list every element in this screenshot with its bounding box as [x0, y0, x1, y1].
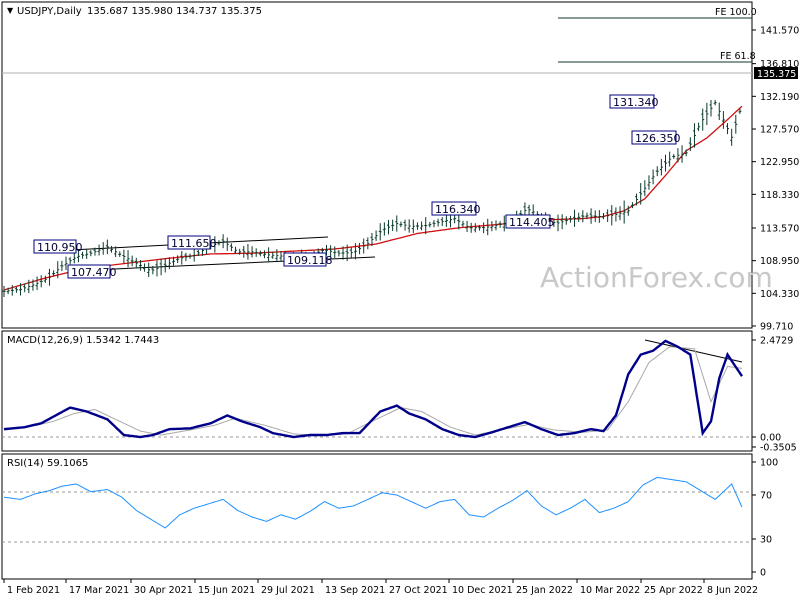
price-tick-label: 99.710 [760, 322, 793, 333]
price-tick-label: 136.810 [760, 59, 799, 70]
price-tick-label: 122.950 [760, 157, 799, 168]
annotation-110950: 110.950 [33, 239, 83, 254]
svg-text:107.470: 107.470 [71, 266, 117, 279]
date-tick-label: 15 Jun 2021 [198, 585, 255, 596]
price-tick-label: 118.330 [760, 190, 799, 201]
annotation-107470: 107.470 [67, 264, 117, 279]
price-panel [1, 1, 753, 329]
macd-line [3, 339, 743, 439]
svg-text:109.118: 109.118 [287, 254, 333, 267]
price-tick-label: 104.330 [760, 289, 799, 300]
date-tick-label: 25 Apr 2022 [644, 585, 703, 596]
annotation-109118: 109.118 [283, 252, 333, 267]
price-bars [2, 99, 742, 298]
date-tick-label: 8 Jun 2022 [707, 585, 758, 596]
macd-y-axis: 2.4729 0.00-0.3505 [752, 336, 797, 454]
macd-tick-label: -0.3505 [760, 443, 797, 454]
svg-text:116.340: 116.340 [435, 203, 481, 216]
current-price-tag: 135.375 [754, 67, 798, 80]
ma-line [3, 105, 743, 291]
price-tick-label: 141.570 [760, 26, 799, 37]
rsi-tick-label: 70 [760, 491, 772, 502]
date-tick-label: 13 Sep 2021 [325, 585, 385, 596]
rsi-title: RSI(14) 59.1065 [7, 458, 88, 469]
annotation-116340: 116.340 [431, 201, 481, 216]
rsi-tick-label: 30 [760, 535, 772, 546]
annotation-126350: 126.350 [631, 130, 681, 145]
rsi-y-axis: 100 70 30 0 [752, 458, 778, 579]
date-x-axis: 1 Feb 2021 17 Mar 2021 30 Apr 2021 15 Jun 2… [3, 579, 758, 596]
macd-panel [1, 330, 753, 452]
date-tick-label: 1 Feb 2021 [7, 585, 60, 596]
fe-100-label: FE 100.0 [715, 7, 757, 18]
price-tick-label: 108.950 [760, 256, 799, 267]
symbol-dropdown-icon[interactable]: ▼ [7, 6, 14, 15]
annotation-114405: 114.405 [505, 214, 555, 229]
macd-title: MACD(12,26,9) 1.5342 1.7443 [7, 335, 159, 346]
symbol-title: USDJPY,Daily [17, 6, 82, 17]
moving-average-line [3, 105, 743, 291]
annotation-111650: 111.650 [167, 235, 217, 250]
svg-text:111.650: 111.650 [171, 237, 217, 250]
macd-main-line [3, 339, 743, 439]
macd-signal-line [3, 346, 743, 436]
price-tick-label: 113.570 [760, 223, 799, 234]
ohlc-readout: 135.687 135.980 134.737 135.375 [87, 6, 262, 17]
macd-tick-label: 0.00 [760, 433, 781, 444]
svg-text:135.375: 135.375 [757, 69, 796, 80]
rsi-tick-label: 0 [760, 568, 766, 579]
macd-tick-label: 2.4729 [760, 336, 793, 347]
fe-618-label: FE 61.8 [720, 51, 756, 62]
date-tick-label: 25 Jan 2022 [516, 585, 573, 596]
price-tick-label: 127.570 [760, 124, 799, 135]
rsi-main-line [3, 476, 743, 529]
price-y-axis: 141.570 136.810 132.190 127.570 122.950 118.3… [752, 26, 799, 333]
svg-text:114.405: 114.405 [509, 216, 555, 229]
date-tick-label: 27 Oct 2021 [389, 585, 448, 596]
svg-text:110.950: 110.950 [37, 241, 83, 254]
price-tick-label: 132.190 [760, 92, 799, 103]
date-tick-label: 29 Jul 2021 [261, 585, 315, 596]
date-tick-label: 10 Dec 2021 [452, 585, 513, 596]
date-tick-label: 10 Mar 2022 [580, 585, 640, 596]
date-tick-label: 17 Mar 2021 [69, 585, 129, 596]
watermark: ActionForex.com [540, 261, 773, 294]
date-tick-label: 30 Apr 2021 [134, 585, 193, 596]
rsi-line [3, 476, 743, 529]
annotation-131340: 131.340 [609, 94, 659, 109]
rsi-tick-label: 100 [760, 458, 778, 469]
svg-text:126.350: 126.350 [635, 132, 681, 145]
signal-line [3, 346, 743, 436]
rsi-panel [1, 453, 753, 580]
svg-text:131.340: 131.340 [613, 96, 659, 109]
